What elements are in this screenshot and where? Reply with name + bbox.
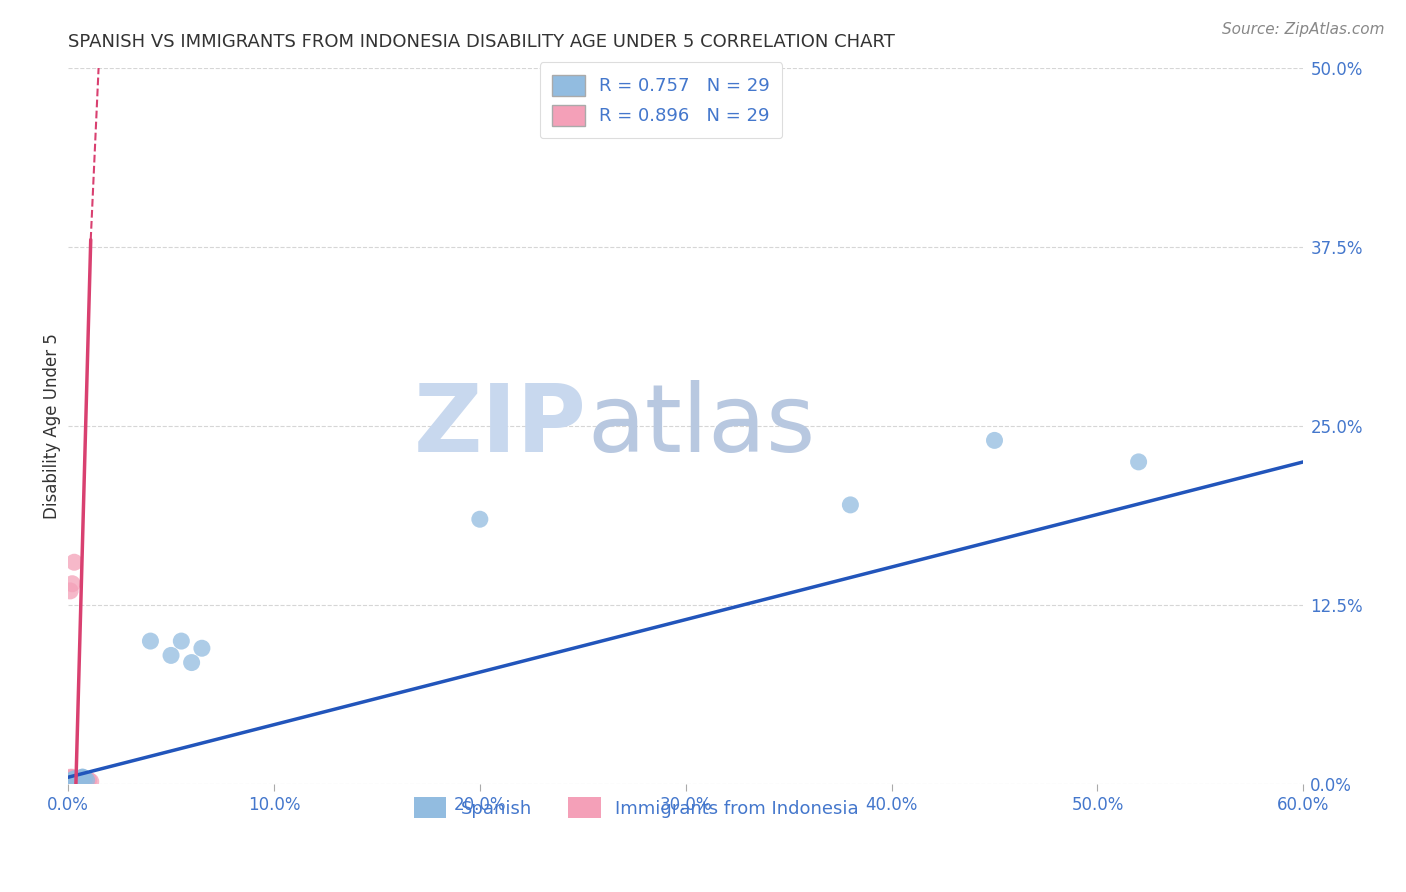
Point (67, 772, 90, 786)
Point (59, 770, 82, 784)
Point (72, 770, 94, 784)
Point (63, 773, 86, 788)
Point (67, 772, 90, 786)
Legend: Spanish, Immigrants from Indonesia: Spanish, Immigrants from Indonesia (406, 790, 866, 826)
Point (839, 498, 862, 512)
Point (72, 770, 94, 784)
Point (65, 774, 87, 789)
Point (60, 774, 83, 789)
Text: SPANISH VS IMMIGRANTS FROM INDONESIA DISABILITY AGE UNDER 5 CORRELATION CHART: SPANISH VS IMMIGRANTS FROM INDONESIA DIS… (67, 33, 896, 51)
Point (76, 773, 98, 788)
Point (76, 774, 98, 789)
Point (160, 648, 183, 663)
Point (69, 774, 91, 789)
Point (69, 773, 91, 788)
Point (63, 774, 86, 789)
Point (60, 576, 83, 591)
Point (63, 772, 86, 786)
Point (60, 773, 83, 788)
Point (67, 773, 90, 788)
Point (180, 656, 202, 670)
Point (65, 774, 87, 789)
Point (69, 773, 91, 788)
Point (60, 770, 83, 784)
Point (65, 772, 87, 786)
Point (60, 773, 83, 788)
Point (63, 773, 86, 788)
Point (77, 773, 100, 788)
Point (60, 772, 83, 786)
Point (73, 774, 96, 789)
Point (80, 774, 103, 789)
Text: Source: ZipAtlas.com: Source: ZipAtlas.com (1222, 22, 1385, 37)
Point (63, 772, 86, 786)
Point (65, 773, 87, 788)
Point (139, 634, 162, 648)
Point (72, 773, 94, 788)
Point (191, 641, 214, 656)
Point (76, 773, 98, 788)
Point (60, 774, 83, 789)
Point (67, 772, 90, 786)
Point (69, 772, 91, 786)
Point (67, 774, 90, 789)
Point (59, 774, 82, 789)
Point (59, 774, 82, 789)
Point (1128, 455, 1150, 469)
Point (73, 772, 96, 786)
Point (65, 773, 87, 788)
Point (59, 772, 82, 786)
Point (63, 555, 86, 569)
Point (72, 774, 94, 789)
Point (67, 773, 90, 788)
Point (983, 434, 1005, 448)
Text: atlas: atlas (586, 380, 815, 472)
Point (170, 634, 193, 648)
Point (72, 770, 94, 784)
Point (468, 512, 491, 526)
Point (59, 773, 82, 788)
Point (65, 772, 87, 786)
Point (69, 773, 91, 788)
Point (63, 774, 86, 789)
Text: ZIP: ZIP (413, 380, 586, 472)
Point (59, 583, 82, 598)
Y-axis label: Disability Age Under 5: Disability Age Under 5 (44, 333, 60, 519)
